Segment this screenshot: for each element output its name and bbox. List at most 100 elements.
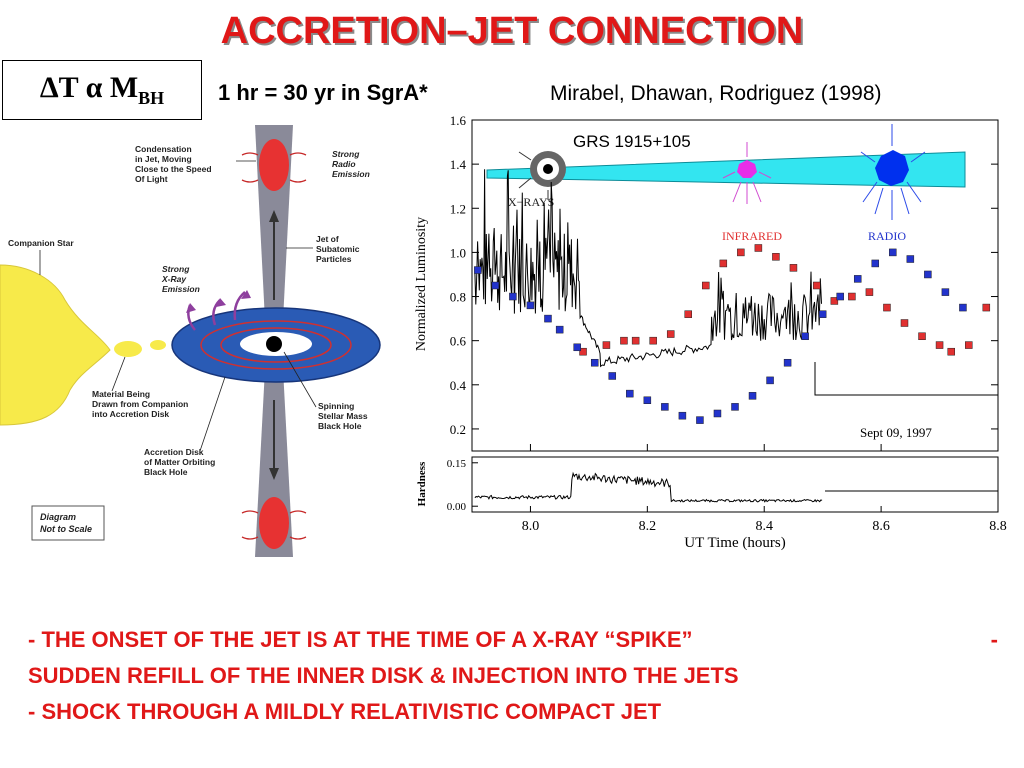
material-stream-blob <box>114 341 142 357</box>
material-stream-blob-small <box>150 340 166 350</box>
radio-point <box>853 275 862 283</box>
not-to-scale-box <box>31 505 105 541</box>
radio-point <box>491 281 500 290</box>
y-tick-label: 0.2 <box>450 422 466 437</box>
y-tick-bottom-label: 0.00 <box>447 501 467 513</box>
radio-point <box>643 396 652 404</box>
infrared-point <box>737 248 745 257</box>
radio-point <box>924 270 932 279</box>
infrared-point <box>772 253 780 261</box>
radio-point <box>626 389 634 398</box>
radio-point <box>906 255 915 263</box>
radio-point <box>661 403 669 411</box>
black-hole <box>266 336 282 352</box>
jet-condensation-upper <box>259 139 289 191</box>
y-tick-label: 1.0 <box>450 245 466 260</box>
infrared-point <box>813 281 821 290</box>
radio-point <box>801 332 809 341</box>
y-tick-label: 0.4 <box>450 378 467 393</box>
chart-ylabel: Normalized Luminosity <box>414 217 429 351</box>
inset-label-xrays: X−RAYS <box>508 195 554 209</box>
formula-text: ΔT α MBH <box>39 71 165 108</box>
jet-condensation-lower <box>259 497 289 549</box>
radio-point <box>544 314 552 323</box>
infrared-point <box>684 310 692 318</box>
bullet-2: SUDDEN REFILL OF THE INNER DISK & INJECT… <box>28 663 739 688</box>
infrared-point <box>602 341 611 349</box>
black-hole-diagram: Condensation in Jet, Moving Close to the S… <box>0 125 381 557</box>
x-tick-label: 8.8 <box>989 519 1007 534</box>
infrared-point <box>666 330 675 338</box>
radio-point <box>713 409 722 418</box>
y-tick-label: 1.6 <box>450 113 467 128</box>
hardness-curve <box>474 471 823 503</box>
infrared-point <box>631 336 640 345</box>
citation: Mirabel, Dhawan, Rodriguez (1998) <box>550 82 882 105</box>
infrared-point <box>649 336 657 345</box>
infrared-point <box>789 264 798 272</box>
infrared-point <box>935 341 944 349</box>
inset-label-radio: RADIO <box>868 229 906 243</box>
chart-ylabel-hardness: Hardness <box>416 461 428 506</box>
bullet-1: - THE ONSET OF THE JET IS AT THE TIME OF… <box>28 627 998 652</box>
label-material: Material Being Drawn from Companion into A… <box>92 389 188 419</box>
infrared-point <box>620 336 628 345</box>
y-tick-label: 0.8 <box>450 290 466 305</box>
radio-step-line <box>814 362 998 396</box>
y-tick-bottom-label: 0.15 <box>447 458 467 470</box>
chart-date-label: Sept 09, 1997 <box>860 425 932 440</box>
radio-point <box>590 358 599 367</box>
infrared-point <box>579 347 587 356</box>
infrared-point <box>848 292 856 301</box>
infrared-point <box>754 244 763 252</box>
radio-point <box>871 259 880 268</box>
radio-point <box>783 358 792 367</box>
label-spinning: Spinning Stellar Mass Black Hole <box>318 401 368 431</box>
inset-radio-blob <box>875 150 909 186</box>
chart-title: GRS 1915+105 <box>573 132 691 151</box>
radio-point <box>941 288 950 296</box>
label-not-to-scale: Diagram Not to Scale <box>40 512 92 534</box>
radio-point <box>818 310 827 318</box>
formula-box: ΔT α MBH <box>2 60 202 120</box>
label-accretion: Accretion Disk of Matter Orbiting Black Ho… <box>144 447 215 477</box>
infrared-point <box>965 341 973 349</box>
radio-point <box>836 292 844 301</box>
label-strong-radio: Strong Radio Emission <box>332 149 370 179</box>
bullet-3: - SHOCK THROUGH A MILDLY RELATIVISTIC CO… <box>28 699 662 724</box>
infrared-point <box>982 303 991 312</box>
radio-point <box>608 372 617 380</box>
inset-label-infrared: INFRARED <box>722 229 782 243</box>
radio-point <box>696 416 704 424</box>
y-tick-label: 1.4 <box>450 157 467 172</box>
infrared-point <box>865 288 874 296</box>
slide-title: ACCRETION–JET CONNECTION <box>220 10 804 52</box>
x-tick-label: 8.2 <box>639 519 657 534</box>
radio-point <box>526 301 535 310</box>
radio-point <box>959 303 967 312</box>
y-tick-label: 0.6 <box>450 334 467 349</box>
label-condensation: Condensation in Jet, Moving Close to the S… <box>135 144 212 184</box>
y-tick-label: 1.2 <box>450 201 466 216</box>
infrared-point <box>947 347 955 356</box>
infrared-point <box>830 297 839 305</box>
radio-point <box>731 403 739 411</box>
luminosity-chart: 1.6 1.4 1.2 1.0 0.8 0.6 0.4 0.2 8.0 8.2 8.4 8.6 8.8… <box>414 113 1007 551</box>
chart-hardness-frame <box>471 456 999 513</box>
x-tick-label: 8.6 <box>872 519 890 534</box>
infrared-point <box>900 319 909 327</box>
label-jet: Jet of Subatomic Particles <box>316 234 360 264</box>
infrared-point <box>883 303 891 312</box>
radio-point <box>509 292 517 301</box>
inset-jet-beam <box>486 151 966 188</box>
companion-star-shape <box>0 264 111 426</box>
infrared-point <box>719 259 728 268</box>
inset-infrared-blob <box>737 160 757 178</box>
radio-point <box>474 266 482 274</box>
bullet-list: - THE ONSET OF THE JET IS AT THE TIME OF… <box>28 622 1008 730</box>
radio-point <box>766 376 774 385</box>
xray-light-curve <box>474 169 822 368</box>
x-tick-label: 8.4 <box>755 519 773 534</box>
radio-point <box>748 392 757 400</box>
infrared-point <box>702 281 710 290</box>
